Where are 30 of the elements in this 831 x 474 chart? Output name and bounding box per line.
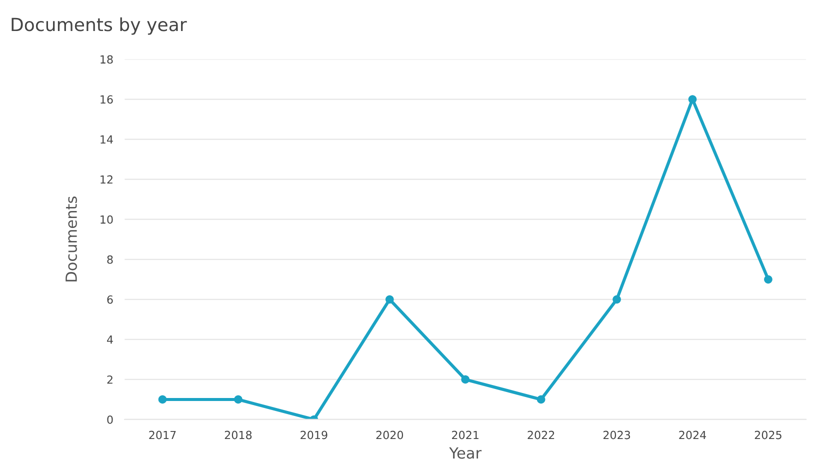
y-tick-label: 18	[100, 55, 113, 64]
y-axis-title: Documents	[66, 196, 77, 282]
point	[764, 275, 772, 284]
x-tick-label: 2021	[452, 430, 478, 440]
point	[461, 375, 470, 384]
x-tick-label: 2025	[754, 430, 782, 440]
chart-title: Documents by year	[12, 17, 187, 35]
x-tick-label: 2018	[224, 430, 252, 440]
y-tick-label: 4	[107, 336, 113, 344]
y-tick-label: 14	[100, 135, 113, 144]
y-tick-label: 16	[100, 95, 113, 104]
point	[158, 395, 167, 404]
y-tick-label: 2	[107, 375, 112, 384]
x-tick-label: 2024	[679, 430, 706, 440]
y-tick-label: 10	[100, 215, 113, 224]
point	[536, 395, 546, 404]
y-tick-label: 8	[107, 255, 113, 264]
point	[612, 295, 621, 304]
point	[688, 95, 697, 104]
x-tick-label: 2019	[300, 430, 328, 440]
y-tick-label: 0	[107, 415, 113, 424]
point	[234, 395, 242, 404]
x-tick-label: 2020	[376, 430, 404, 440]
x-tick-label: 2017	[149, 430, 176, 440]
x-tick-label: 2022	[528, 430, 554, 440]
y-tick-label: 12	[100, 175, 112, 184]
x-tick-label: 2023	[603, 430, 630, 440]
x-axis-title: Year	[449, 447, 482, 459]
y-tick-label: 6	[107, 295, 113, 304]
point	[385, 295, 394, 304]
